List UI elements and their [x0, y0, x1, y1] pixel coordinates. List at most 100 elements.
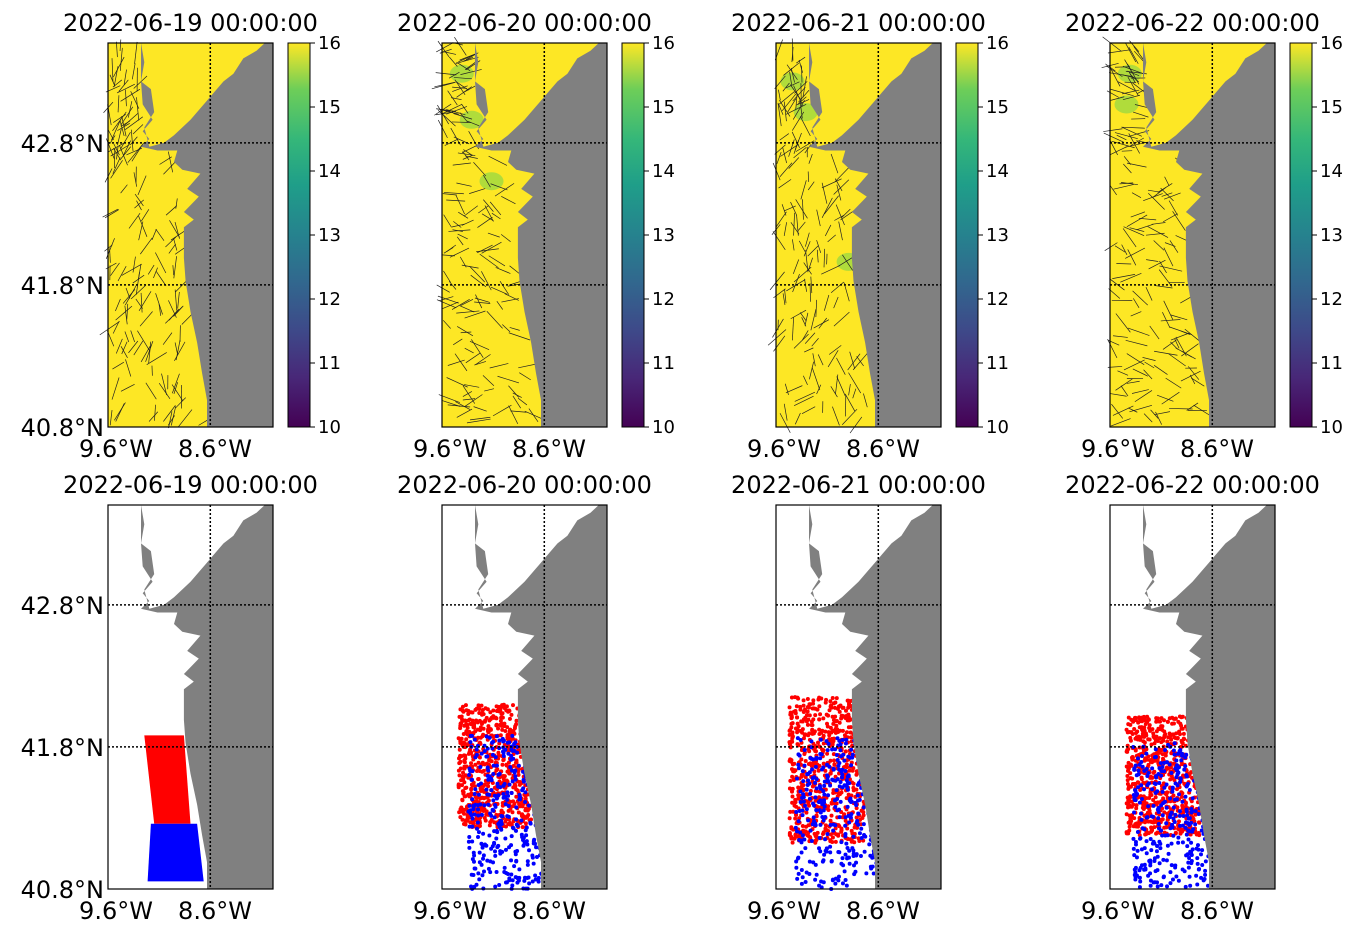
- blue-particle: [1185, 813, 1190, 818]
- blue-particle: [1161, 801, 1166, 806]
- blue-particle: [835, 736, 840, 741]
- blue-particle: [854, 860, 859, 865]
- current-vector: [849, 416, 863, 434]
- current-vector: [1123, 156, 1131, 165]
- blue-particle: [818, 810, 823, 815]
- blue-particle: [472, 884, 477, 889]
- current-vector: [155, 293, 163, 315]
- red-particle: [833, 839, 838, 844]
- current-vector: [779, 162, 793, 177]
- blue-particle: [850, 752, 855, 757]
- current-vector: [117, 95, 120, 113]
- blue-particle: [1139, 811, 1144, 816]
- red-particle: [480, 707, 485, 712]
- current-vector: [1116, 263, 1132, 265]
- current-vector: [487, 232, 500, 238]
- blue-particle: [1152, 781, 1157, 786]
- blue-particle: [1137, 868, 1142, 873]
- blue-particle: [821, 808, 826, 813]
- blue-particle: [1157, 839, 1162, 844]
- current-vector: [127, 144, 143, 163]
- blue-particle: [1167, 762, 1172, 767]
- colorbar: [955, 42, 979, 428]
- current-vector: [1110, 418, 1131, 427]
- current-vector: [434, 103, 452, 116]
- blue-particle: [467, 772, 472, 777]
- red-particle: [516, 810, 521, 815]
- particle-panel: 2022-06-21 00:00:009.6°W 8.6°W: [731, 471, 986, 925]
- blue-particle: [830, 878, 835, 883]
- red-particle: [509, 822, 514, 827]
- blue-particle: [509, 747, 514, 752]
- red-particle: [794, 804, 799, 809]
- current-vector: [120, 346, 128, 358]
- blue-particle: [859, 835, 864, 840]
- blue-particle: [837, 784, 842, 789]
- blue-particle: [799, 881, 804, 886]
- current-vector: [793, 333, 809, 349]
- current-vector: [120, 88, 141, 102]
- blue-particle: [1182, 767, 1187, 772]
- current-vector: [1151, 222, 1166, 225]
- current-vector: [517, 397, 528, 406]
- red-particle: [1132, 726, 1137, 731]
- blue-particle: [514, 859, 519, 864]
- current-vector: [174, 341, 186, 362]
- current-vector: [1154, 285, 1173, 289]
- current-vector: [1164, 176, 1170, 186]
- blue-particle: [482, 803, 487, 808]
- red-particle: [473, 784, 478, 789]
- red-particle: [481, 726, 486, 731]
- blue-particle: [1186, 837, 1191, 842]
- blue-particle: [835, 757, 840, 762]
- blue-particle: [1154, 849, 1159, 854]
- x-tick-label: 9.6°W: [79, 897, 153, 925]
- red-particle: [477, 755, 482, 760]
- red-particle: [500, 711, 505, 716]
- red-particle: [850, 831, 855, 836]
- red-particle: [483, 718, 488, 723]
- current-vector: [832, 406, 840, 426]
- red-particle: [787, 705, 792, 710]
- current-vector: [1129, 404, 1153, 413]
- blue-particle: [469, 813, 474, 818]
- blue-particle: [1145, 815, 1150, 820]
- current-vector: [115, 338, 123, 354]
- current-vector: [785, 385, 803, 394]
- blue-particle: [1203, 872, 1208, 877]
- blue-particle: [1145, 774, 1150, 779]
- red-particle: [834, 696, 839, 701]
- red-particle: [1173, 716, 1178, 721]
- blue-particle: [1159, 883, 1164, 888]
- red-particle: [475, 735, 480, 740]
- blue-particle: [489, 778, 494, 783]
- blue-particle: [1139, 783, 1144, 788]
- blue-particle: [487, 774, 492, 779]
- red-particle: [519, 814, 524, 819]
- blue-particle: [1160, 833, 1165, 838]
- current-vector: [842, 254, 854, 271]
- blue-particle: [868, 853, 873, 858]
- blue-particle: [1148, 871, 1153, 876]
- blue-particle: [495, 845, 500, 850]
- current-vector: [464, 384, 480, 388]
- current-vector: [1121, 89, 1140, 95]
- red-particle: [499, 721, 504, 726]
- blue-particle: [800, 769, 805, 774]
- blue-particle: [820, 815, 825, 820]
- blue-particle: [1140, 764, 1145, 769]
- current-vector: [802, 375, 808, 386]
- colorbar-tick-label: 16: [318, 33, 341, 54]
- x-tick-label: 9.6°W: [1081, 897, 1155, 925]
- colorbar-tick-label: 12: [986, 289, 1009, 310]
- current-vector: [463, 85, 476, 93]
- blue-particle: [523, 799, 528, 804]
- blue-particle: [474, 826, 479, 831]
- current-vector: [778, 179, 792, 189]
- blue-particle: [525, 859, 530, 864]
- current-vector: [137, 175, 147, 196]
- red-particle: [1125, 795, 1130, 800]
- red-particle: [801, 698, 806, 703]
- blue-particle: [1186, 860, 1191, 865]
- current-vector: [1111, 403, 1124, 419]
